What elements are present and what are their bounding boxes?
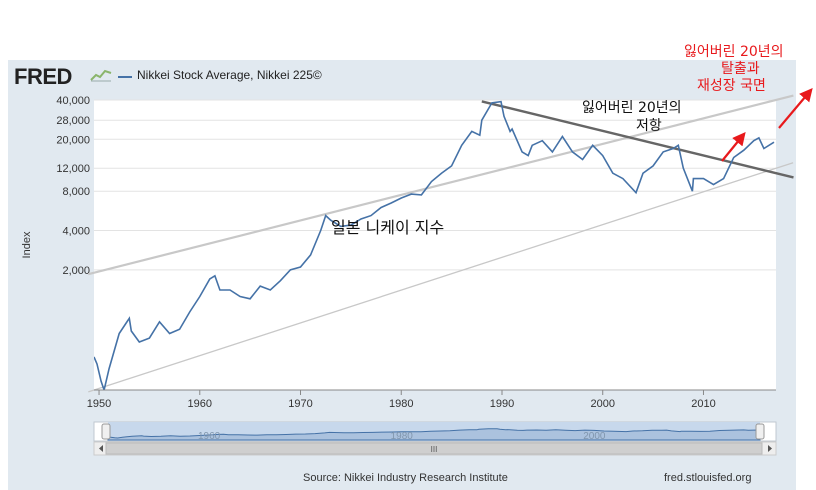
x-tick-label: 1990 bbox=[490, 398, 514, 410]
x-tick-label: 1950 bbox=[87, 398, 111, 410]
resistance-annotation-line2: 저항 bbox=[636, 118, 662, 134]
series-line-nikkei bbox=[94, 100, 775, 390]
y-tick-label: 2,000 bbox=[62, 265, 90, 277]
navigator-year-label: 1980 bbox=[391, 431, 414, 442]
red-arrow-1 bbox=[721, 131, 746, 162]
trendline-resistance bbox=[481, 100, 794, 179]
breakout-annotation-line1: 잃어버린 20년의 bbox=[684, 44, 784, 60]
breakout-annotation-line3: 재성장 국면 bbox=[697, 78, 766, 94]
scroll-right-arrow-icon[interactable] bbox=[768, 445, 772, 452]
y-tick-label: 8,000 bbox=[62, 186, 90, 198]
navigator-year-label: 2000 bbox=[583, 431, 606, 442]
scroll-left-arrow-icon[interactable] bbox=[99, 445, 103, 452]
y-tick-label: 20,000 bbox=[56, 134, 90, 146]
y-tick-label: 12,000 bbox=[56, 163, 90, 175]
red-arrow-2 bbox=[778, 87, 813, 129]
navigator-left-handle[interactable] bbox=[101, 423, 111, 440]
x-tick-label: 2000 bbox=[590, 398, 614, 410]
fred-site-link[interactable]: fred.stlouisfed.org bbox=[664, 472, 752, 484]
scrollbar-thumb[interactable] bbox=[105, 442, 763, 455]
source-note: Source: Nikkei Industry Research Institu… bbox=[303, 472, 508, 484]
y-tick-label: 40,000 bbox=[56, 95, 90, 107]
trendline-lower-channel bbox=[88, 162, 794, 393]
navigator-year-label: 1960 bbox=[198, 431, 221, 442]
x-tick-label: 1980 bbox=[389, 398, 413, 410]
y-tick-label: 28,000 bbox=[56, 115, 90, 127]
index-title-annotation: 일본 니케이 지수 bbox=[331, 218, 445, 237]
breakout-annotation-line2: 탈출과 bbox=[721, 61, 760, 77]
resistance-annotation-line1: 잃어버린 20년의 bbox=[582, 100, 682, 116]
fred-logo[interactable]: FRED bbox=[14, 64, 72, 89]
trendline-upper-channel bbox=[87, 94, 794, 276]
x-tick-label: 1970 bbox=[288, 398, 312, 410]
x-tick-label: 1960 bbox=[188, 398, 212, 410]
fred-chart-icon bbox=[90, 69, 112, 82]
y-axis-label: Index bbox=[21, 231, 33, 258]
legend-label[interactable]: Nikkei Stock Average, Nikkei 225© bbox=[137, 68, 322, 82]
range-navigator[interactable]: 1960 1980 2000 III bbox=[93, 421, 777, 456]
y-tick-label: 4,000 bbox=[62, 226, 90, 238]
navigator-right-handle[interactable] bbox=[755, 423, 765, 440]
scrollbar-grip: III bbox=[431, 445, 438, 454]
legend-swatch bbox=[118, 76, 132, 78]
x-tick-label: 2010 bbox=[691, 398, 715, 410]
